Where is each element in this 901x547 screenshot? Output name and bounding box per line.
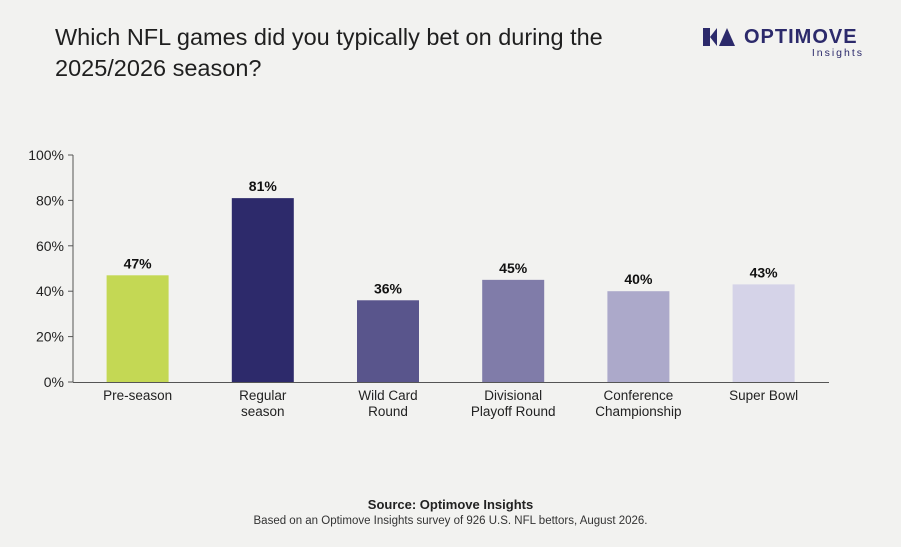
brand-logo: OPTIMOVE Insights	[703, 26, 868, 62]
bar-chart: 0% 20% 40% 60% 80% 100% 47% Pre-season 81% Regula…	[28, 147, 829, 419]
data-label: 43%	[750, 264, 779, 280]
brand-subtitle: Insights	[811, 47, 864, 59]
footer-source: Source: Optimove Insights	[367, 497, 534, 512]
data-label: 40%	[624, 271, 653, 287]
bar	[607, 291, 670, 382]
y-tick-label: 0%	[44, 374, 64, 390]
y-tick-label: 40%	[36, 283, 64, 299]
bar	[357, 300, 419, 382]
chart-title: Which NFL games did you typically bet on…	[55, 24, 603, 81]
data-label: 36%	[374, 280, 403, 296]
x-tick-label: season	[241, 404, 285, 419]
bar	[482, 279, 545, 382]
y-tick-label: 100%	[28, 147, 64, 163]
bar	[106, 275, 169, 382]
x-tick-label: Conference	[604, 388, 674, 403]
data-label: 81%	[249, 178, 278, 194]
bar	[231, 198, 294, 382]
y-tick-label: 20%	[36, 329, 64, 345]
x-tick-label: Regular	[239, 388, 287, 403]
x-tick-label: Wild Card	[358, 388, 417, 403]
x-tick-label: Playoff Round	[471, 404, 556, 419]
y-tick-label: 80%	[36, 192, 64, 208]
x-tick-label: Divisional	[484, 388, 542, 403]
footer-note: Based on an Optimove Insights survey of …	[253, 515, 648, 527]
optimove-logo-icon	[703, 28, 735, 46]
y-tick-label: 60%	[36, 238, 64, 254]
bar	[732, 284, 795, 382]
x-tick-label: Super Bowl	[729, 388, 798, 403]
data-label: 47%	[124, 255, 153, 271]
brand-name: OPTIMOVE	[744, 26, 858, 48]
x-tick-label: Round	[368, 404, 408, 419]
x-tick-label: Pre-season	[103, 388, 172, 403]
x-tick-label: Championship	[595, 404, 681, 419]
data-label: 45%	[499, 260, 528, 276]
